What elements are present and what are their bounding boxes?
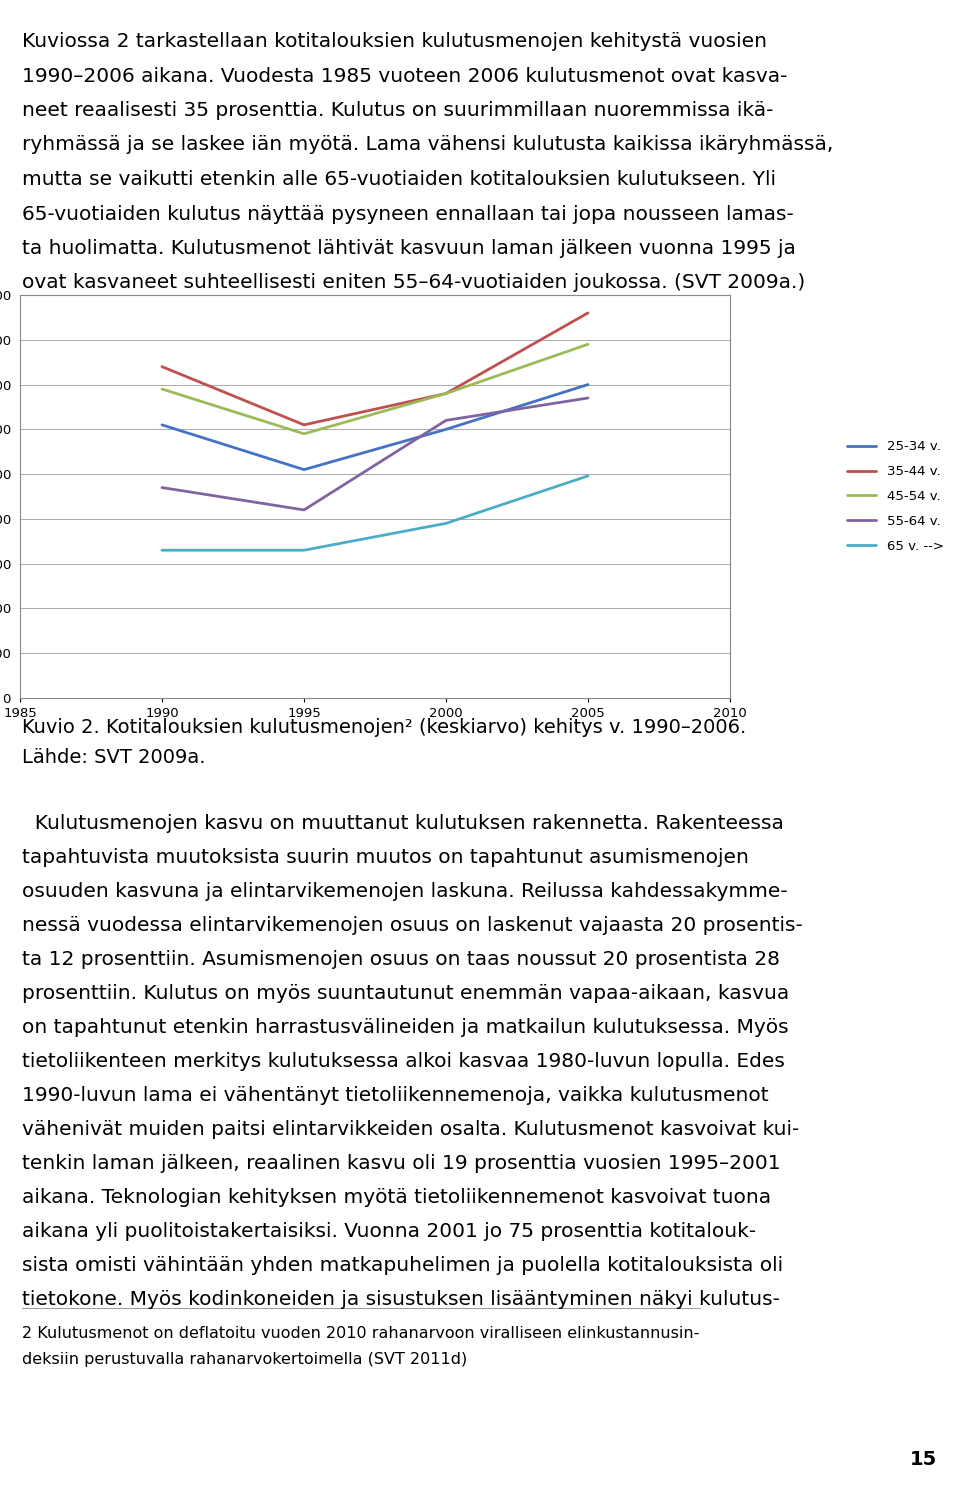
45-54 v. — [582, 336, 593, 354]
Text: ta huolimatta. Kulutusmenot lähtivät kasvuun laman jälkeen vuonna 1995 ja: ta huolimatta. Kulutusmenot lähtivät kas… — [22, 239, 796, 259]
55-64 v. — [156, 478, 168, 496]
Text: tietokone. Myös kodinkoneiden ja sisustuksen lisääntyminen näkyi kulutus-: tietokone. Myös kodinkoneiden ja sisustu… — [22, 1290, 780, 1309]
35-44 v. — [582, 305, 593, 322]
Text: vähenivät muiden paitsi elintarvikkeiden osalta. Kulutusmenot kasvoivat kui-: vähenivät muiden paitsi elintarvikkeiden… — [22, 1120, 800, 1138]
35-44 v. — [441, 385, 452, 403]
Text: 15: 15 — [910, 1450, 937, 1470]
Text: sista omisti vähintään yhden matkapuhelimen ja puolella kotitalouksista oli: sista omisti vähintään yhden matkapuheli… — [22, 1256, 783, 1275]
Text: Kulutusmenojen kasvu on muuttanut kulutuksen rakennetta. Rakenteessa: Kulutusmenojen kasvu on muuttanut kulutu… — [22, 814, 784, 834]
25-34 v. — [441, 421, 452, 438]
Text: ryhmässä ja se laskee iän myötä. Lama vähensi kulutusta kaikissa ikäryhmässä,: ryhmässä ja se laskee iän myötä. Lama vä… — [22, 135, 833, 155]
Text: 2 Kulutusmenot on deflatoitu vuoden 2010 rahanarvoon viralliseen elinkustannusin: 2 Kulutusmenot on deflatoitu vuoden 2010… — [22, 1326, 700, 1340]
Text: nessä vuodessa elintarvikemenojen osuus on laskenut vajaasta 20 prosentis-: nessä vuodessa elintarvikemenojen osuus … — [22, 915, 803, 935]
25-34 v. — [156, 416, 168, 434]
Text: ovat kasvaneet suhteellisesti eniten 55–64-vuotiaiden joukossa. (SVT 2009a.): ovat kasvaneet suhteellisesti eniten 55–… — [22, 273, 805, 293]
Line: 25-34 v.: 25-34 v. — [162, 385, 588, 470]
Line: 65 v. -->: 65 v. --> — [162, 476, 588, 550]
Line: 55-64 v.: 55-64 v. — [162, 398, 588, 510]
55-64 v. — [299, 501, 310, 519]
Text: prosenttiin. Kulutus on myös suuntautunut enemmän vapaa-aikaan, kasvua: prosenttiin. Kulutus on myös suuntautunu… — [22, 984, 789, 1003]
Text: Kuviossa 2 tarkastellaan kotitalouksien kulutusmenojen kehitystä vuosien: Kuviossa 2 tarkastellaan kotitalouksien … — [22, 33, 767, 51]
Text: on tapahtunut etenkin harrastusvälineiden ja matkailun kulutuksessa. Myös: on tapahtunut etenkin harrastusvälineide… — [22, 1018, 788, 1037]
65 v. --> — [441, 514, 452, 532]
Text: tapahtuvista muutoksista suurin muutos on tapahtunut asumismenojen: tapahtuvista muutoksista suurin muutos o… — [22, 849, 749, 866]
Text: Lähde: SVT 2009a.: Lähde: SVT 2009a. — [22, 747, 205, 767]
Text: osuuden kasvuna ja elintarvikemenojen laskuna. Reilussa kahdessakymme-: osuuden kasvuna ja elintarvikemenojen la… — [22, 883, 787, 901]
Text: tietoliikenteen merkitys kulutuksessa alkoi kasvaa 1980-luvun lopulla. Edes: tietoliikenteen merkitys kulutuksessa al… — [22, 1052, 785, 1071]
65 v. --> — [299, 541, 310, 559]
Text: mutta se vaikutti etenkin alle 65-vuotiaiden kotitalouksien kulutukseen. Yli: mutta se vaikutti etenkin alle 65-vuotia… — [22, 169, 776, 189]
Legend: 25-34 v., 35-44 v., 45-54 v., 55-64 v., 65 v. -->: 25-34 v., 35-44 v., 45-54 v., 55-64 v., … — [847, 440, 944, 553]
55-64 v. — [582, 389, 593, 407]
45-54 v. — [156, 380, 168, 398]
Text: 1990-luvun lama ei vähentänyt tietoliikennemenoja, vaikka kulutusmenot: 1990-luvun lama ei vähentänyt tietoliike… — [22, 1086, 769, 1106]
Line: 35-44 v.: 35-44 v. — [162, 314, 588, 425]
35-44 v. — [299, 416, 310, 434]
Text: aikana yli puolitoistakertaisiksi. Vuonna 2001 jo 75 prosenttia kotitalouk-: aikana yli puolitoistakertaisiksi. Vuonn… — [22, 1221, 756, 1241]
45-54 v. — [299, 425, 310, 443]
Text: 65-vuotiaiden kulutus näyttää pysyneen ennallaan tai jopa nousseen lamas-: 65-vuotiaiden kulutus näyttää pysyneen e… — [22, 205, 794, 223]
25-34 v. — [299, 461, 310, 478]
Text: deksiin perustuvalla rahanarvokertoimella (SVT 2011d): deksiin perustuvalla rahanarvokertoimell… — [22, 1352, 468, 1367]
Text: 1990–2006 aikana. Vuodesta 1985 vuoteen 2006 kulutusmenot ovat kasva-: 1990–2006 aikana. Vuodesta 1985 vuoteen … — [22, 67, 787, 86]
Text: aikana. Teknologian kehityksen myötä tietoliikennemenot kasvoivat tuona: aikana. Teknologian kehityksen myötä tie… — [22, 1187, 771, 1207]
55-64 v. — [441, 412, 452, 429]
35-44 v. — [156, 358, 168, 376]
65 v. --> — [156, 541, 168, 559]
Text: Kuvio 2. Kotitalouksien kulutusmenojen² (keskiarvo) kehitys v. 1990–2006.: Kuvio 2. Kotitalouksien kulutusmenojen² … — [22, 718, 746, 737]
45-54 v. — [441, 385, 452, 403]
25-34 v. — [582, 376, 593, 394]
Text: tenkin laman jälkeen, reaalinen kasvu oli 19 prosenttia vuosien 1995–2001: tenkin laman jälkeen, reaalinen kasvu ol… — [22, 1155, 780, 1172]
65 v. --> — [582, 467, 593, 484]
Line: 45-54 v.: 45-54 v. — [162, 345, 588, 434]
Text: ta 12 prosenttiin. Asumismenojen osuus on taas noussut 20 prosentista 28: ta 12 prosenttiin. Asumismenojen osuus o… — [22, 950, 780, 969]
Text: neet reaalisesti 35 prosenttia. Kulutus on suurimmillaan nuoremmissa ikä-: neet reaalisesti 35 prosenttia. Kulutus … — [22, 101, 774, 120]
